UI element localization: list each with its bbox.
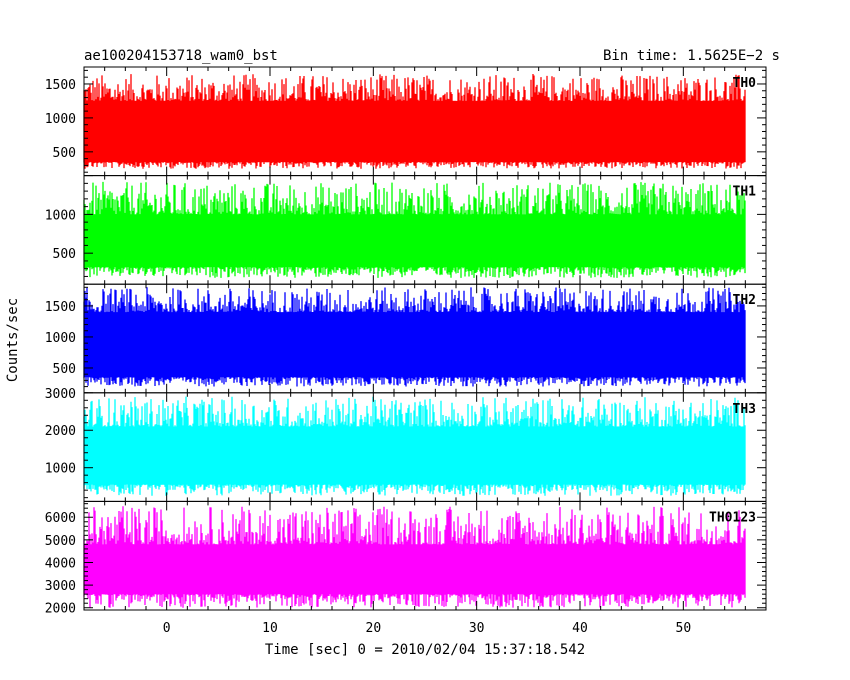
x-tick-label: 30 bbox=[469, 621, 485, 636]
y-tick-label: 6000 bbox=[45, 511, 76, 526]
panel-th0: 500 1000 1500 TH0 bbox=[45, 66, 767, 177]
panel-label-th3: TH3 bbox=[733, 402, 756, 417]
y-tick-label: 2000 bbox=[45, 602, 76, 617]
bin-time-label: Bin time: 1.5625E−2 s bbox=[603, 48, 780, 64]
y-tick-label: 5000 bbox=[45, 534, 76, 549]
y-tick-label: 2000 bbox=[45, 424, 76, 439]
panel-th2: 500 1000 1500 TH2 bbox=[45, 283, 767, 394]
y-tick-label: 3000 bbox=[45, 387, 76, 402]
series-th0123-trace bbox=[83, 506, 746, 608]
x-tick-label: 0 bbox=[163, 621, 171, 636]
panel-label-th0: TH0 bbox=[733, 76, 757, 91]
x-tick-label: 50 bbox=[676, 621, 692, 636]
panels-group: 500 1000 1500 TH0 500 1000 TH1 500 1000 1500 TH2 10… bbox=[45, 66, 767, 617]
x-axis-label: Time [sec] 0 = 2010/02/04 15:37:18.542 bbox=[265, 642, 585, 658]
y-tick-label: 500 bbox=[53, 146, 76, 161]
series-th0-trace bbox=[83, 74, 746, 169]
panel-frame-th0123 bbox=[83, 500, 767, 611]
x-axis: 0 10 20 30 40 50 bbox=[163, 621, 691, 636]
y-tick-label: 1000 bbox=[45, 331, 76, 346]
panel-label-th2: TH2 bbox=[733, 293, 756, 308]
panel-label-th1: TH1 bbox=[733, 185, 757, 200]
x-tick-label: 20 bbox=[366, 621, 382, 636]
x-tick-label: 10 bbox=[262, 621, 278, 636]
panel-th0123: 2000 3000 4000 5000 6000 TH0123 bbox=[45, 500, 767, 617]
y-tick-label: 1500 bbox=[45, 78, 76, 93]
y-tick-label: 4000 bbox=[45, 556, 76, 571]
series-th3-trace bbox=[83, 396, 746, 496]
y-tick-label: 1000 bbox=[45, 208, 76, 223]
series-th1-trace bbox=[83, 181, 746, 278]
panel-label-th0123: TH0123 bbox=[709, 510, 756, 525]
chart-title: ae100204153718_wam0_bst bbox=[84, 48, 278, 64]
y-tick-label: 500 bbox=[53, 362, 76, 377]
series-th2-trace bbox=[83, 287, 746, 387]
y-tick-label: 1000 bbox=[45, 462, 76, 477]
y-tick-label: 1500 bbox=[45, 300, 76, 315]
panel-th1: 500 1000 TH1 bbox=[45, 175, 767, 285]
x-tick-label: 40 bbox=[572, 621, 588, 636]
panel-th3: 1000 2000 3000 TH3 bbox=[45, 387, 767, 502]
y-tick-label: 1000 bbox=[45, 112, 76, 127]
y-axis-label: Counts/sec bbox=[5, 298, 21, 382]
y-tick-label: 3000 bbox=[45, 579, 76, 594]
y-tick-label: 500 bbox=[53, 247, 76, 262]
